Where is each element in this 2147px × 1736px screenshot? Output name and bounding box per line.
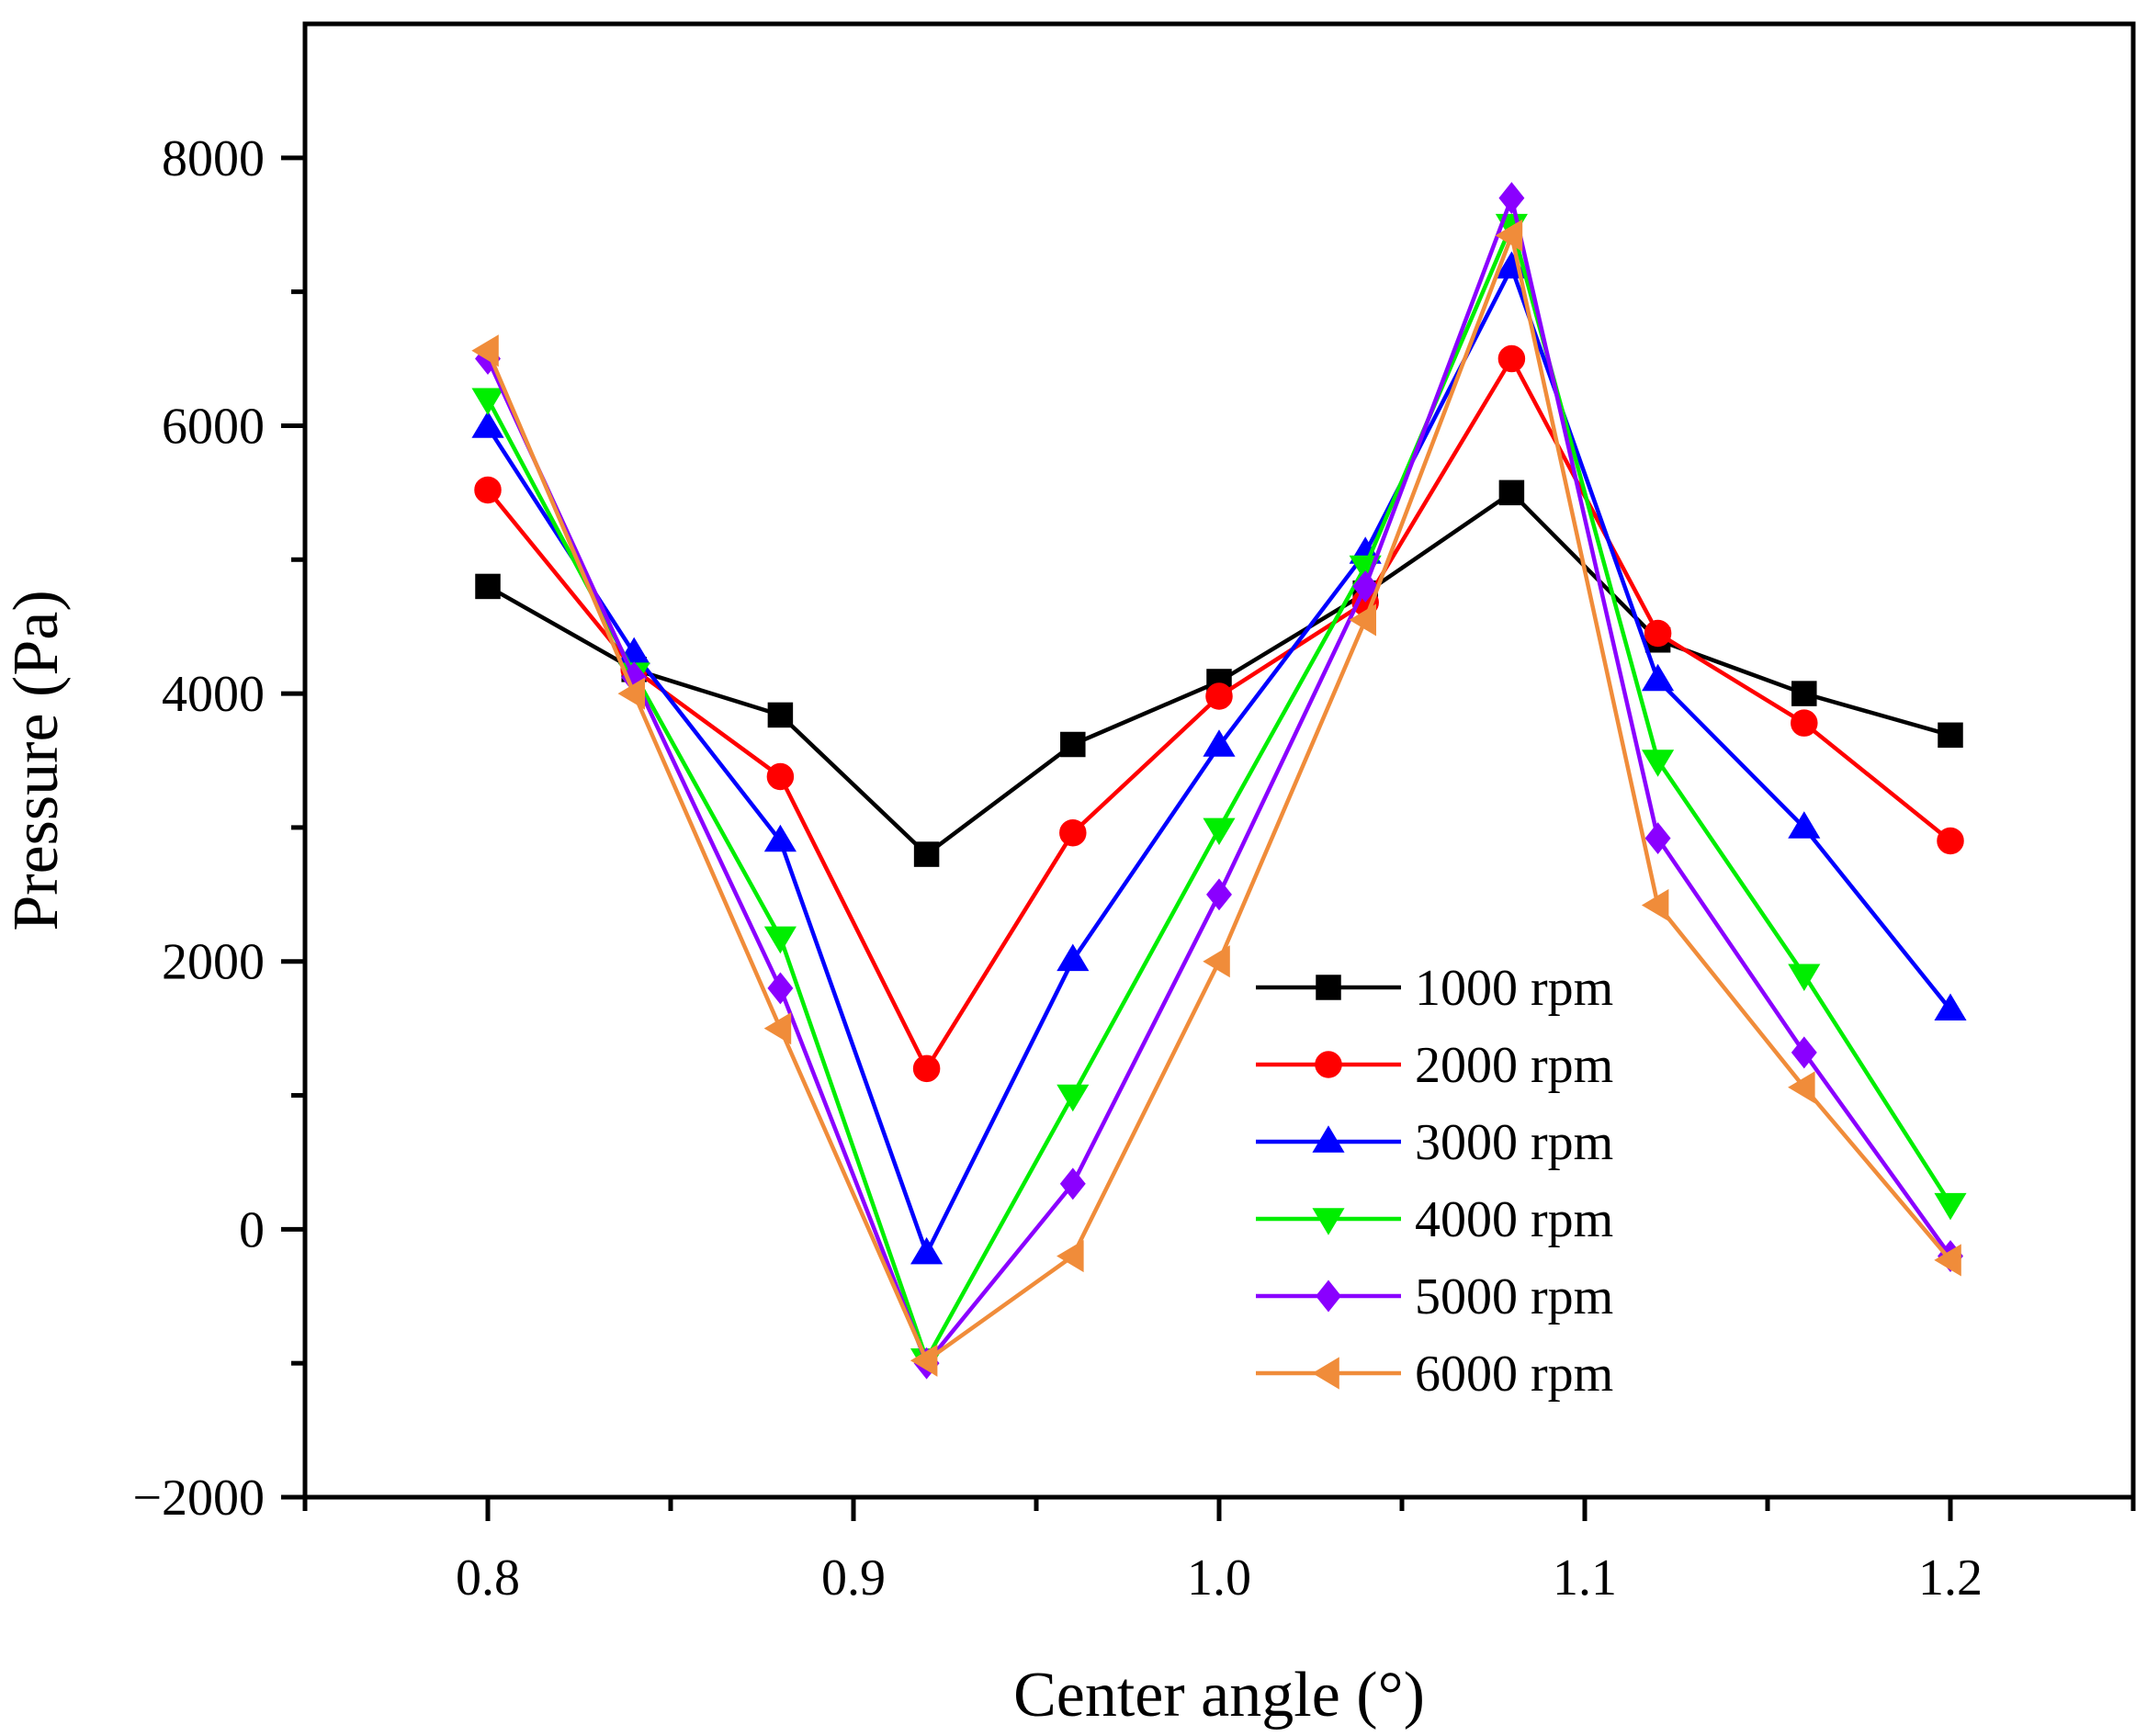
legend-marker (1312, 1357, 1339, 1390)
data-point (767, 972, 794, 1005)
data-point (1788, 964, 1821, 992)
data-point (1498, 479, 1525, 506)
data-point (1206, 878, 1232, 911)
y-tick-label: 0 (239, 1201, 265, 1258)
x-tick-label: 1.2 (1918, 1550, 1983, 1606)
data-point (1059, 1167, 1086, 1201)
legend-item: 4000 rpm (1256, 1191, 1613, 1248)
data-point (910, 1344, 938, 1377)
data-point (1934, 993, 1967, 1021)
y-axis-ticks: −2000 0 2000 4000 6000 8000 (132, 130, 305, 1527)
data-point (1644, 822, 1671, 855)
data-point (471, 411, 504, 438)
legend: 1000 rpm 2000 rpm 3000 rpm 4000 rpm 5000 rpm… (1256, 960, 1613, 1403)
series-5000-rpm (475, 182, 1963, 1380)
y-tick-label: 8000 (162, 130, 265, 187)
data-point (763, 1012, 792, 1045)
series-3000-rpm (471, 251, 1967, 1265)
data-point (1788, 1071, 1815, 1104)
x-tick-label: 1.1 (1553, 1550, 1617, 1606)
data-point (1642, 663, 1675, 692)
data-point (1205, 682, 1233, 710)
series-6000-rpm (471, 219, 1961, 1377)
x-axis-ticks: 0.8 0.9 1.0 1.1 1.2 (302, 1497, 2136, 1606)
data-point (763, 926, 797, 954)
data-point (471, 334, 499, 367)
data-point (1498, 182, 1525, 215)
legend-label: 3000 rpm (1415, 1114, 1613, 1171)
data-point (1934, 1244, 1961, 1277)
data-point (767, 702, 794, 728)
data-point (1203, 729, 1236, 757)
data-point (1788, 811, 1821, 839)
data-point (1791, 1036, 1817, 1069)
x-tick-label: 1.0 (1187, 1550, 1251, 1606)
data-point (912, 1054, 941, 1083)
data-point (474, 476, 502, 504)
data-point (910, 1236, 944, 1265)
data-point (475, 573, 501, 600)
data-point (913, 841, 940, 867)
y-tick-label: 6000 (162, 398, 265, 455)
y-axis-title: Pressure (Pa) (1, 590, 72, 930)
series-line (486, 222, 1952, 1362)
data-point (1057, 1084, 1090, 1112)
data-point (1349, 603, 1376, 637)
data-point (1644, 619, 1672, 648)
data-point (1934, 1192, 1967, 1221)
legend-marker (1312, 1208, 1345, 1235)
data-point (1938, 722, 1963, 749)
data-point (471, 388, 504, 416)
data-point (1203, 817, 1236, 846)
legend-label: 5000 rpm (1415, 1268, 1613, 1325)
legend-marker (1316, 1279, 1341, 1313)
legend-item: 5000 rpm (1256, 1268, 1613, 1325)
y-tick-label: −2000 (132, 1470, 265, 1527)
legend-item: 3000 rpm (1256, 1114, 1613, 1171)
data-point (1791, 681, 1817, 706)
data-point (763, 824, 797, 852)
data-point (1937, 827, 1964, 855)
data-point (1057, 1239, 1084, 1273)
data-point (1203, 945, 1230, 978)
series-line (485, 196, 1952, 1366)
legend-label: 6000 rpm (1415, 1346, 1613, 1403)
data-point (1495, 219, 1523, 252)
legend-marker (1316, 975, 1341, 1000)
y-tick-label: 4000 (162, 666, 265, 723)
legend-label: 2000 rpm (1415, 1037, 1613, 1094)
data-point (1057, 943, 1090, 972)
data-point (1059, 818, 1087, 847)
x-axis-title: Center angle (°) (1013, 1660, 1425, 1730)
data-point (1352, 569, 1379, 603)
legend-item: 6000 rpm (1256, 1346, 1613, 1403)
legend-label: 1000 rpm (1415, 960, 1613, 1017)
legend-item: 2000 rpm (1256, 1037, 1613, 1094)
legend-item: 1000 rpm (1256, 960, 1613, 1017)
data-point (766, 762, 795, 791)
legend-label: 4000 rpm (1415, 1191, 1613, 1248)
series-line (485, 233, 1952, 1363)
data-point (1791, 709, 1818, 737)
plot-frame (302, 21, 2136, 1500)
data-point (1060, 731, 1086, 758)
legend-marker (1315, 1051, 1342, 1078)
data-point (1642, 750, 1675, 777)
data-point (1641, 888, 1669, 922)
data-point (1497, 344, 1526, 373)
series-line (486, 265, 1952, 1256)
x-tick-label: 0.8 (456, 1550, 520, 1606)
series-4000-rpm (471, 213, 1967, 1376)
data-point (617, 677, 645, 710)
series-layer (471, 182, 1967, 1380)
y-tick-label: 2000 (162, 934, 265, 991)
series-1000-rpm (475, 479, 1963, 867)
x-tick-label: 0.9 (821, 1550, 886, 1606)
legend-marker (1312, 1125, 1345, 1153)
